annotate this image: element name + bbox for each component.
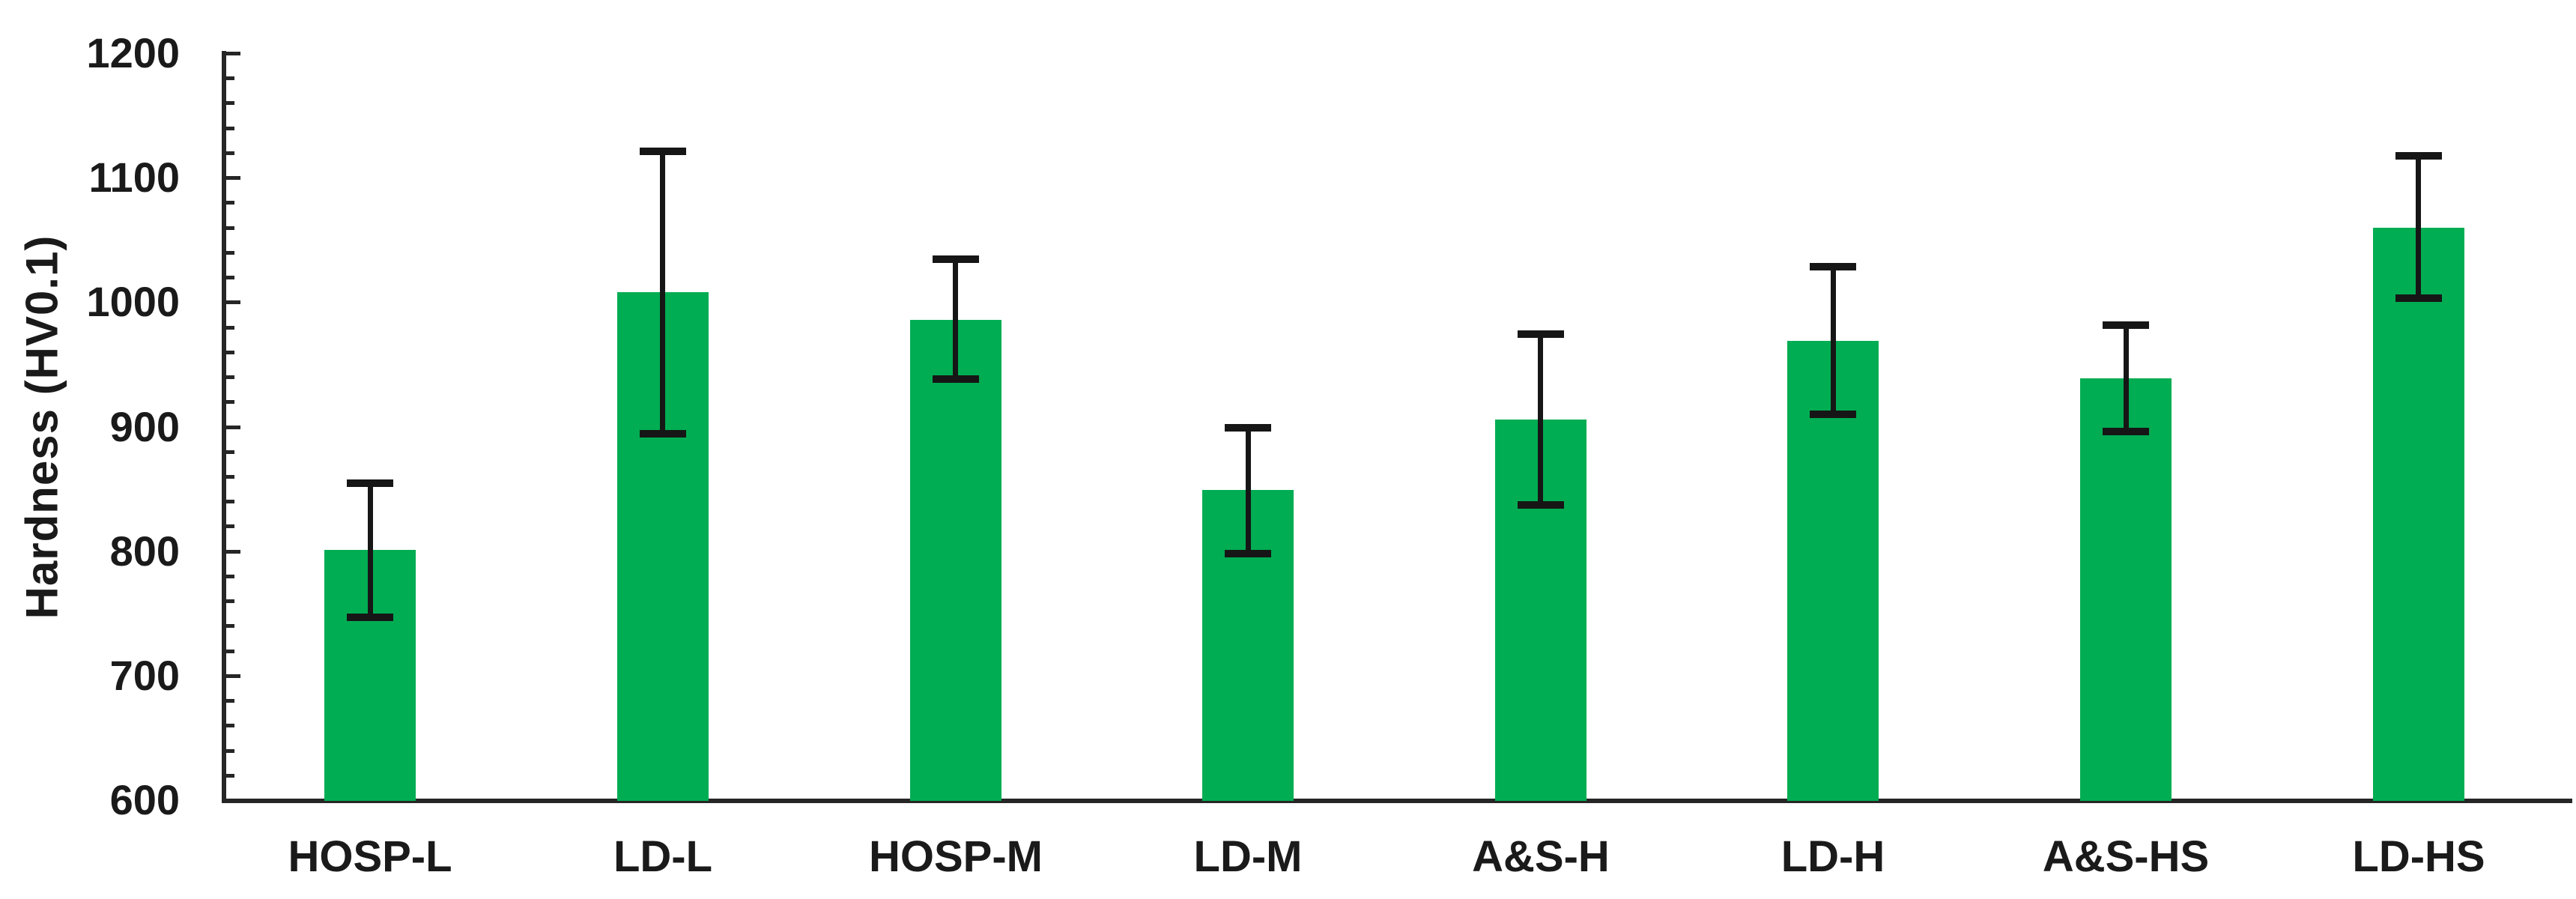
y-minor-tick <box>225 650 234 653</box>
y-major-tick <box>225 799 240 802</box>
x-category-label: LD-H <box>1781 832 1885 881</box>
x-category-label: HOSP-L <box>288 832 452 881</box>
error-bar-line <box>660 151 665 434</box>
error-bar-cap-bottom <box>1810 411 1856 418</box>
y-minor-tick <box>225 524 234 528</box>
y-minor-tick <box>225 375 234 379</box>
error-bar-line <box>2124 324 2129 432</box>
y-tick-label: 700 <box>109 652 180 699</box>
y-major-tick <box>225 300 240 304</box>
error-bar-line <box>368 482 373 617</box>
y-minor-tick <box>225 201 234 205</box>
y-minor-tick <box>225 251 234 255</box>
y-minor-tick <box>225 599 234 603</box>
y-minor-tick <box>225 450 234 454</box>
y-major-tick <box>225 674 240 678</box>
x-category-label: A&S-HS <box>2042 832 2210 881</box>
y-minor-tick <box>225 699 234 703</box>
x-category-label: LD-HS <box>2352 832 2485 881</box>
y-minor-tick <box>225 400 234 404</box>
y-major-tick <box>225 176 240 180</box>
y-minor-tick <box>225 475 234 479</box>
y-minor-tick <box>225 76 234 80</box>
y-minor-tick <box>225 724 234 727</box>
error-bar-cap-bottom <box>1518 501 1564 509</box>
error-bar-line <box>1538 333 1543 505</box>
error-bar-cap-bottom <box>2395 294 2442 302</box>
error-bar-cap-top <box>640 148 686 155</box>
x-category-label: HOSP-M <box>869 832 1043 881</box>
error-bar-cap-bottom <box>640 430 686 438</box>
error-bar-line <box>2416 155 2421 298</box>
error-bar-line <box>953 258 958 379</box>
y-tick-label: 1200 <box>86 29 180 76</box>
bar <box>910 320 1001 801</box>
y-minor-tick <box>225 351 234 354</box>
y-major-tick <box>225 52 240 55</box>
error-bar-cap-top <box>1518 330 1564 338</box>
y-minor-tick <box>225 151 234 155</box>
x-category-label: LD-M <box>1193 832 1303 881</box>
error-bar-cap-top <box>347 479 393 487</box>
y-tick-label: 1000 <box>86 278 180 325</box>
y-minor-tick <box>225 575 234 578</box>
error-bar-cap-bottom <box>2103 428 2149 435</box>
error-bar-cap-top <box>2103 321 2149 329</box>
error-bar-line <box>1831 266 1836 414</box>
x-axis-line <box>222 799 2572 803</box>
y-tick-label: 1100 <box>88 154 181 201</box>
y-tick-label: 600 <box>109 776 180 823</box>
y-minor-tick <box>225 226 234 230</box>
error-bar-cap-top <box>933 255 979 263</box>
y-minor-tick <box>225 624 234 628</box>
bar <box>2373 228 2464 801</box>
y-minor-tick <box>225 276 234 279</box>
y-major-tick <box>225 550 240 554</box>
error-bar-cap-bottom <box>1225 550 1271 557</box>
error-bar-cap-top <box>2395 152 2442 160</box>
y-minor-tick <box>225 101 234 105</box>
y-minor-tick <box>225 500 234 503</box>
y-minor-tick <box>225 127 234 130</box>
y-minor-tick <box>225 774 234 778</box>
bar <box>2080 378 2172 801</box>
error-bar-cap-top <box>1810 263 1856 270</box>
y-axis-line <box>222 51 226 803</box>
y-tick-label: 900 <box>109 403 180 450</box>
y-minor-tick <box>225 749 234 753</box>
error-bar-line <box>1246 427 1251 554</box>
y-major-tick <box>225 426 240 429</box>
y-minor-tick <box>225 326 234 330</box>
y-tick-label: 800 <box>109 527 180 575</box>
error-bar-cap-top <box>1225 424 1271 432</box>
x-category-label: LD-L <box>613 832 713 881</box>
error-bar-cap-bottom <box>347 614 393 621</box>
error-bar-cap-bottom <box>933 375 979 383</box>
x-category-label: A&S-H <box>1472 832 1610 881</box>
